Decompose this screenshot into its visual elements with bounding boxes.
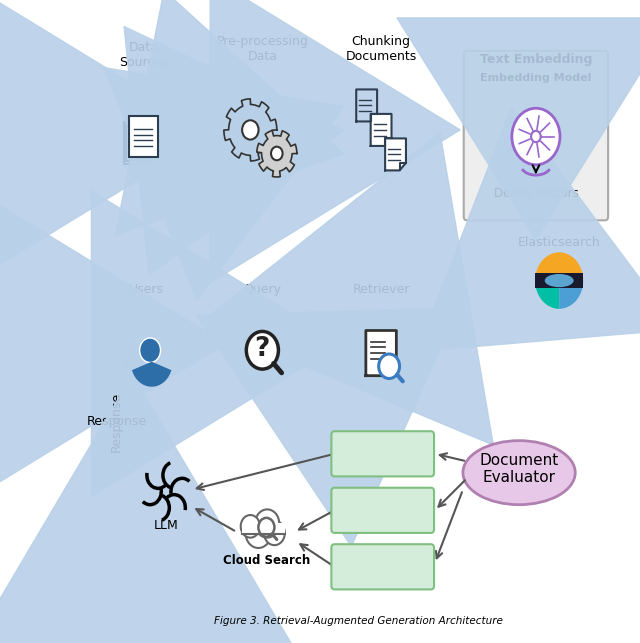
Bar <box>127 119 156 161</box>
Text: Figure 3. Retrieval-Augmented Generation Architecture: Figure 3. Retrieval-Augmented Generation… <box>214 616 503 626</box>
Wedge shape <box>535 252 583 280</box>
Bar <box>241 523 285 534</box>
FancyBboxPatch shape <box>332 431 434 476</box>
Text: Dense Vectors: Dense Vectors <box>493 188 579 201</box>
Bar <box>124 122 152 164</box>
Text: Query: Query <box>243 284 282 296</box>
Circle shape <box>140 338 161 363</box>
Text: Cloud Search: Cloud Search <box>223 554 310 566</box>
Polygon shape <box>371 114 392 146</box>
FancyBboxPatch shape <box>332 488 434 533</box>
FancyBboxPatch shape <box>332 544 434 590</box>
Circle shape <box>242 120 259 140</box>
Circle shape <box>246 331 278 369</box>
Circle shape <box>379 354 399 379</box>
Polygon shape <box>257 131 297 177</box>
Text: Elasticsearch: Elasticsearch <box>518 237 600 249</box>
Bar <box>129 116 158 158</box>
Wedge shape <box>535 280 559 309</box>
Text: Document
Evaluator: Document Evaluator <box>479 453 559 485</box>
Circle shape <box>255 509 279 538</box>
Polygon shape <box>385 138 406 170</box>
Text: Pre-processing
Data: Pre-processing Data <box>216 35 308 63</box>
Polygon shape <box>356 89 377 122</box>
Circle shape <box>512 108 560 165</box>
Text: Response: Response <box>110 392 123 452</box>
Ellipse shape <box>545 274 573 287</box>
Text: Users: Users <box>129 284 164 296</box>
Text: Incorrect: Incorrect <box>349 559 417 574</box>
Text: LLM: LLM <box>154 519 179 532</box>
FancyBboxPatch shape <box>464 51 608 221</box>
Polygon shape <box>224 99 277 161</box>
Polygon shape <box>366 331 396 376</box>
Circle shape <box>241 515 260 538</box>
Text: Ambiguous: Ambiguous <box>340 503 426 518</box>
Ellipse shape <box>463 440 575 505</box>
Circle shape <box>127 345 145 365</box>
Text: Data
Sources: Data Sources <box>119 41 168 69</box>
Text: Embedding Model: Embedding Model <box>480 73 591 83</box>
Bar <box>535 273 583 288</box>
Circle shape <box>531 131 541 142</box>
Text: Response: Response <box>86 415 147 428</box>
Circle shape <box>246 518 271 548</box>
Text: ?: ? <box>254 336 269 362</box>
Circle shape <box>271 147 283 160</box>
Polygon shape <box>133 363 170 386</box>
Circle shape <box>264 521 285 545</box>
Text: Correct: Correct <box>355 446 411 461</box>
Wedge shape <box>559 280 583 309</box>
Text: Text Embedding: Text Embedding <box>480 53 592 66</box>
Polygon shape <box>123 357 153 376</box>
Text: Chunking
Documents: Chunking Documents <box>346 35 417 63</box>
Text: Retriever: Retriever <box>353 284 410 296</box>
